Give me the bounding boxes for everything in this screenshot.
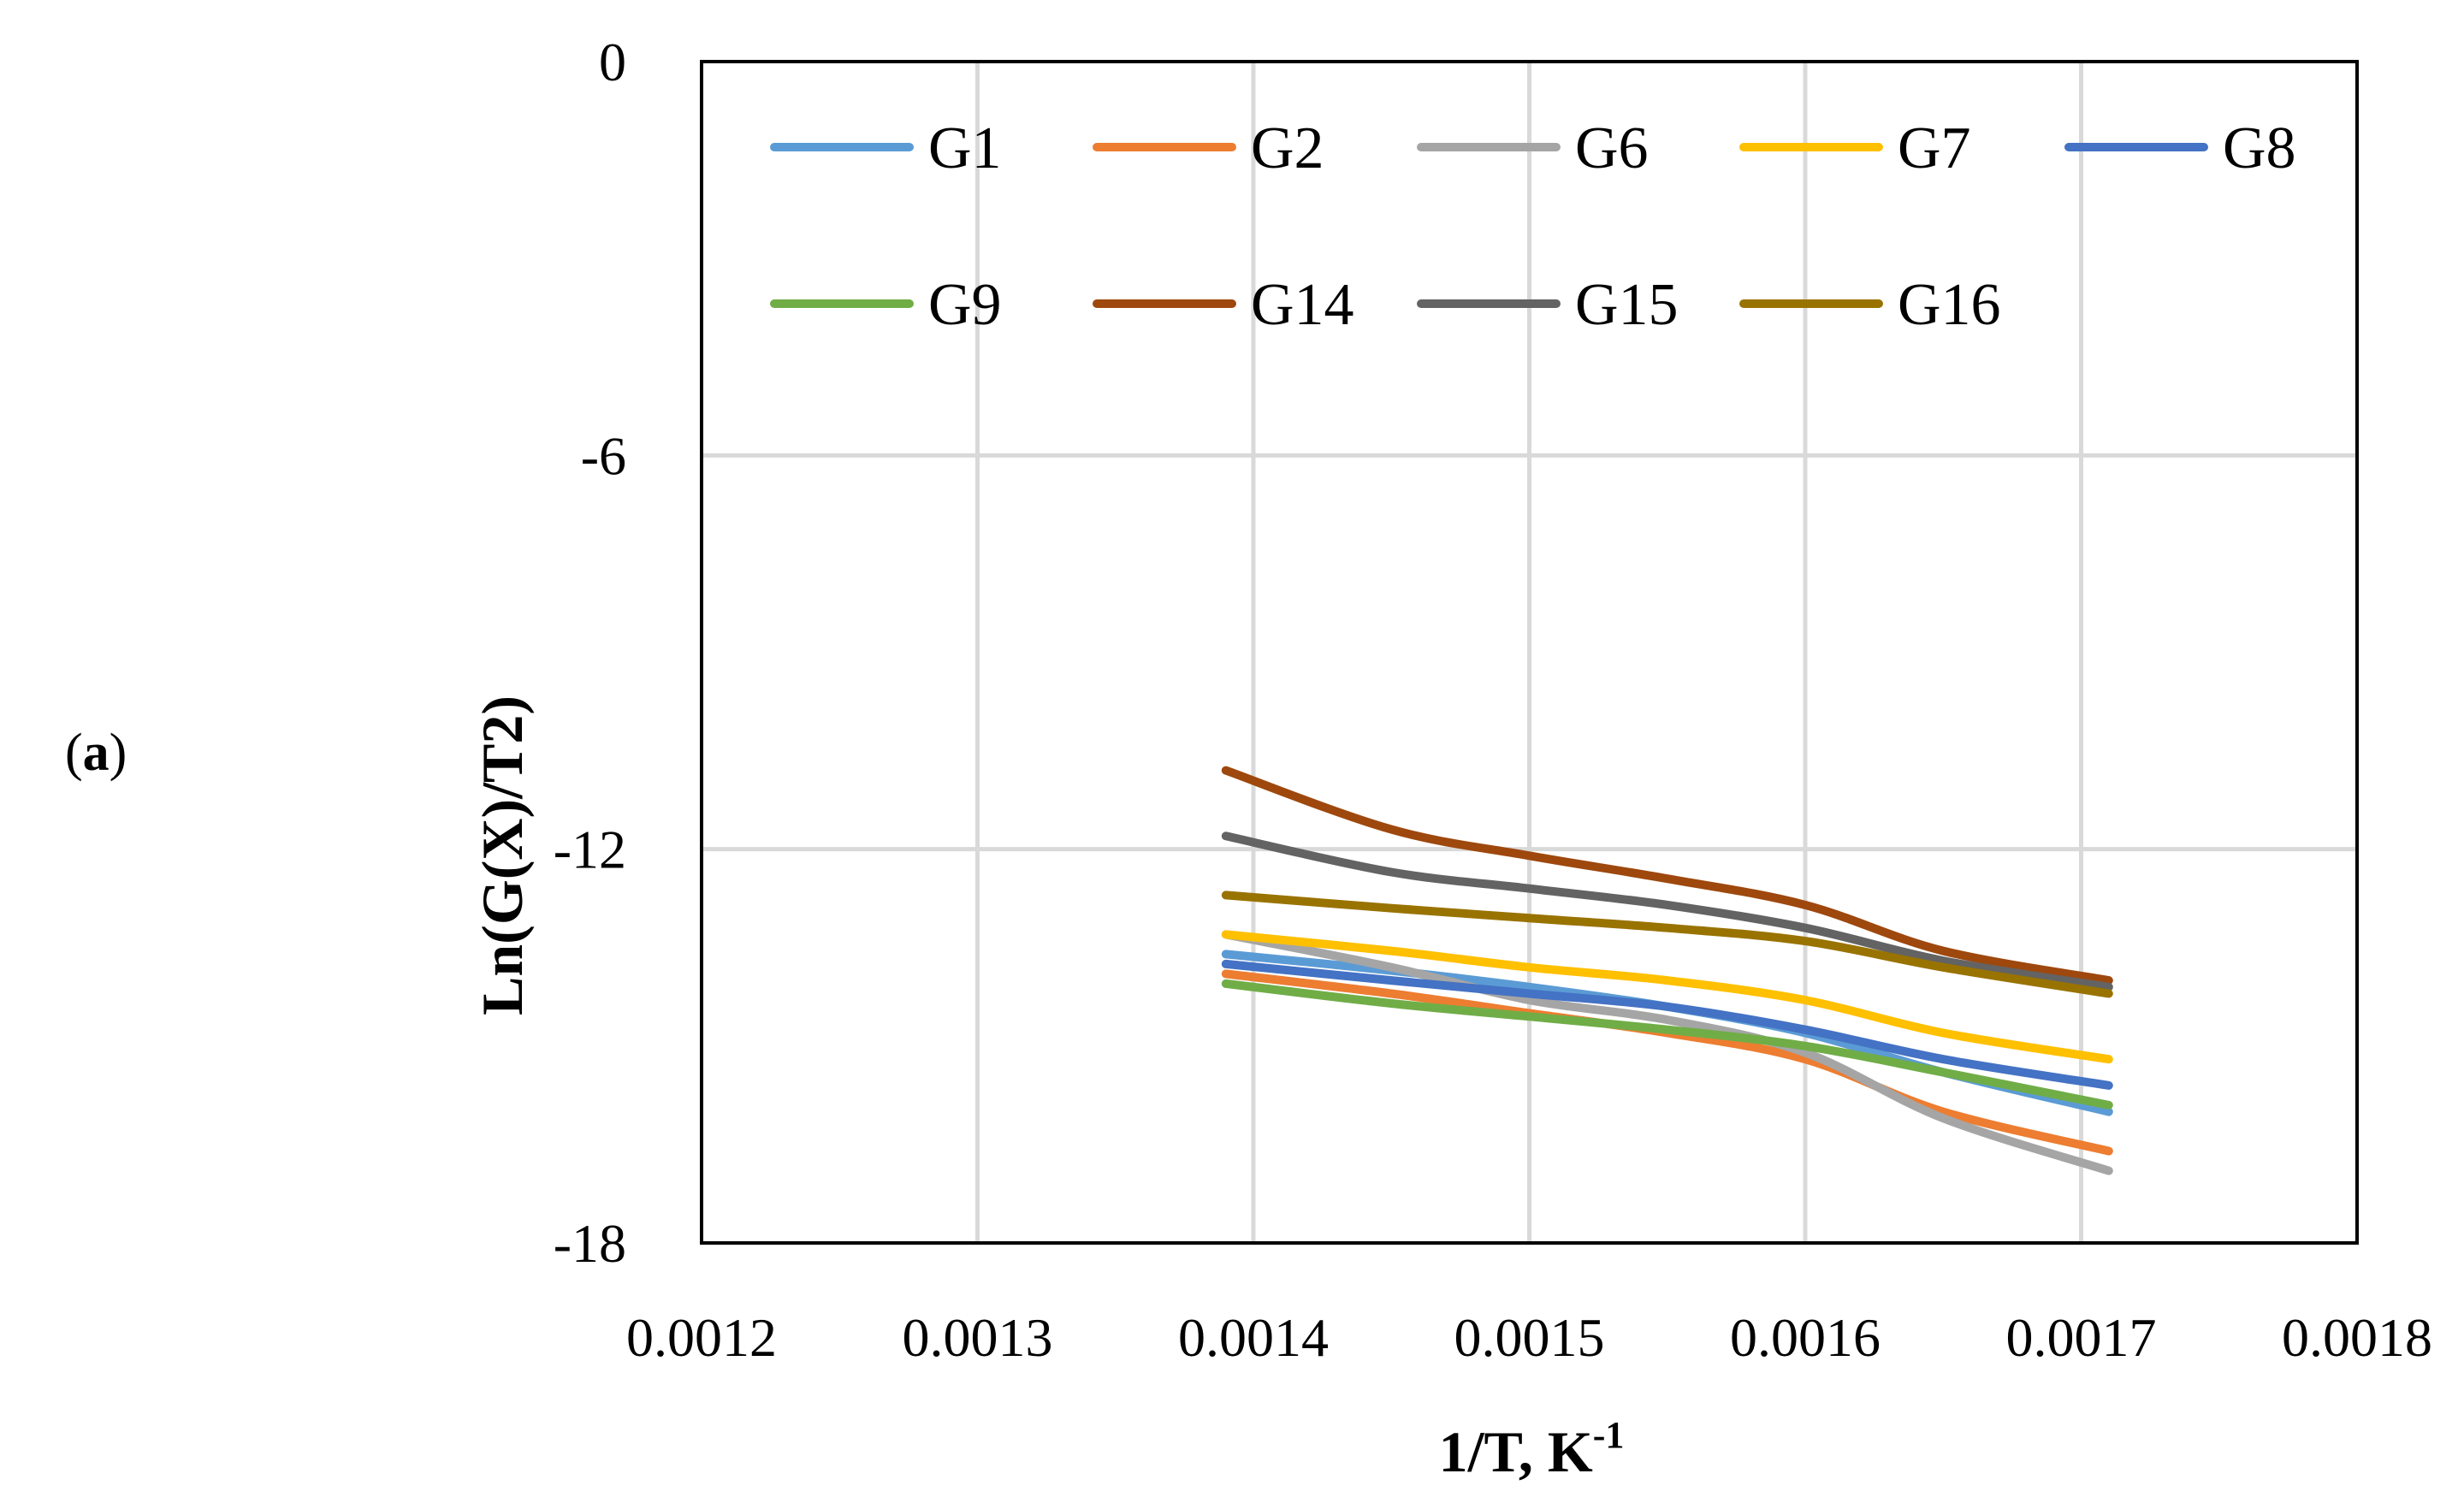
- y-tick-label: -6: [581, 425, 626, 486]
- x-tick-label: 0.0016: [1730, 1307, 1881, 1368]
- series-line-g15: [1221, 831, 2113, 991]
- x-tick-label: 0.0013: [903, 1307, 1053, 1368]
- x-tick-label: 0.0014: [1178, 1307, 1329, 1368]
- series-line-g14: [1221, 766, 2113, 985]
- grid: [702, 62, 2357, 1243]
- axis-ticks: 0.0012 0.0013 0.0014 0.0015 0.0016 0.0017 0.00…: [554, 32, 2432, 1368]
- y-tick-label: -12: [554, 820, 626, 880]
- legend: G1 G2 G6 G7 G8 G9 G14 G15 G16: [770, 115, 2296, 338]
- x-axis-title-main: 1/T, K: [1439, 1419, 1593, 1484]
- series-lines: [1221, 766, 2113, 1175]
- legend-label-g6: G6: [1575, 115, 1649, 181]
- legend-label-g14: G14: [1251, 272, 1354, 338]
- series-line-g7: [1221, 930, 2113, 1064]
- y-tick-label: -18: [554, 1213, 626, 1274]
- x-axis-title: 1/T, K-1: [1439, 1414, 1625, 1484]
- legend-label-g15: G15: [1575, 272, 1679, 338]
- series-line-g16: [1221, 891, 2113, 998]
- series-line-g9: [1221, 979, 2113, 1110]
- y-tick-label: 0: [599, 32, 626, 92]
- y-axis-title: Ln(G(X)/T2): [470, 695, 535, 1015]
- panel-label-open: (: [65, 724, 83, 782]
- series-line-g8: [1221, 959, 2113, 1090]
- legend-label-g16: G16: [1898, 272, 2001, 338]
- legend-label-g1: G1: [928, 115, 1002, 181]
- x-axis-title-superscript: -1: [1593, 1414, 1625, 1456]
- x-tick-label: 0.0015: [1454, 1307, 1605, 1368]
- plot-area-border: [700, 60, 2359, 1245]
- panel-label-letter: a: [83, 724, 110, 782]
- legend-label-g2: G2: [1251, 115, 1324, 181]
- legend-label-g7: G7: [1898, 115, 1971, 181]
- x-tick-label: 0.0012: [626, 1307, 777, 1368]
- legend-label-g8: G8: [2223, 115, 2296, 181]
- x-tick-label: 0.0017: [2006, 1307, 2157, 1368]
- panel-label-close: ): [110, 724, 127, 782]
- panel-label: (a): [65, 724, 127, 782]
- x-tick-label: 0.0018: [2282, 1307, 2432, 1368]
- series-line-g6: [1221, 930, 2113, 1175]
- legend-label-g9: G9: [928, 272, 1002, 338]
